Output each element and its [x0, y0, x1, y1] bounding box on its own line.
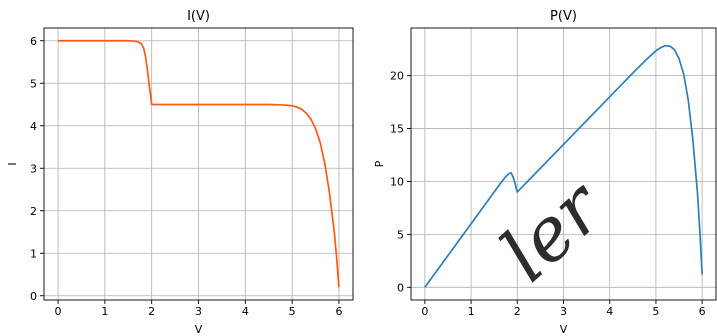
y-tick-label: 3 [30, 162, 37, 175]
y-tick-label: 15 [390, 123, 404, 136]
x-tick-label: 6 [699, 305, 706, 318]
y-tick-label: 5 [30, 77, 37, 90]
x-tick-label: 0 [421, 305, 428, 318]
y-tick-label: 20 [390, 70, 404, 83]
x-tick-label: 6 [335, 305, 342, 318]
series-line [424, 44, 703, 288]
y-tick-label: 0 [397, 281, 404, 294]
series-line [58, 39, 340, 288]
x-tick-label: 4 [242, 305, 249, 318]
x-tick-label: 3 [195, 305, 202, 318]
y-tick-label: 2 [30, 205, 37, 218]
y-tick-label: 6 [30, 35, 37, 48]
x-axis-label: V [195, 323, 203, 336]
x-tick-label: 2 [148, 305, 155, 318]
y-tick-label: 1 [30, 247, 37, 260]
x-tick-label: 4 [606, 305, 613, 318]
x-tick-label: 2 [514, 305, 521, 318]
y-tick-label: 5 [397, 228, 404, 241]
x-tick-label: 1 [468, 305, 475, 318]
x-tick-label: 0 [55, 305, 62, 318]
y-tick-label: 4 [30, 120, 37, 133]
y-tick-label: 0 [30, 290, 37, 303]
chart-title: I(V) [187, 9, 210, 24]
y-tick-label: 10 [390, 175, 404, 188]
x-tick-label: 3 [560, 305, 567, 318]
chart-title: P(V) [550, 9, 577, 24]
x-tick-label: 5 [652, 305, 659, 318]
x-axis-label: V [560, 323, 568, 336]
y-axis-label: I [6, 162, 19, 165]
chart-pv: 0 1 2 3 4 5 6 0 5 10 15 20 P(V) V P [373, 9, 717, 336]
x-tick-label: 1 [101, 305, 108, 318]
x-tick-label: 5 [289, 305, 296, 318]
chart-iv: 0 1 2 3 4 5 6 0 1 2 3 4 5 6 I(V) V I [6, 9, 354, 336]
y-axis-label: P [373, 160, 386, 167]
